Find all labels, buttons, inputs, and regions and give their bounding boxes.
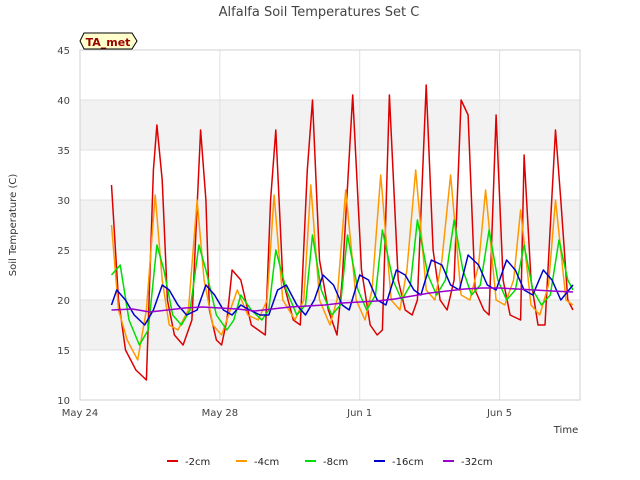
x-tick-label: Jun 5 xyxy=(486,408,512,419)
legend-label: -2cm xyxy=(185,457,210,468)
x-axis-label: Time xyxy=(553,425,578,436)
ta-met-badge: TA_met xyxy=(79,32,138,50)
grid-band xyxy=(80,200,580,250)
chart-title: Alfalfa Soil Temperatures Set C xyxy=(219,5,420,20)
y-tick-label: 40 xyxy=(57,96,70,107)
y-tick-label: 10 xyxy=(57,396,70,407)
y-tick-label: 20 xyxy=(57,296,70,307)
badge-shape xyxy=(79,32,138,50)
legend-label: -32cm xyxy=(461,457,493,468)
legend-label: -8cm xyxy=(323,457,348,468)
x-axis: May 24 May 28 Jun 1 Jun 5 xyxy=(62,408,512,419)
x-tick-label: Jun 1 xyxy=(346,408,372,419)
badge-label: TA_met xyxy=(86,36,131,49)
plot-area xyxy=(80,50,580,400)
series-lines xyxy=(110,84,574,381)
y-tick-label: 45 xyxy=(57,46,70,57)
x-tick-label: May 24 xyxy=(62,408,99,419)
series-line-32cm xyxy=(111,287,574,313)
y-tick-label: 35 xyxy=(57,146,70,157)
y-axis-label: Soil Temperature (C) xyxy=(8,174,19,277)
series-line-2cm xyxy=(110,84,574,381)
y-axis: 10 15 20 25 30 35 40 45 xyxy=(57,46,70,407)
y-tick-label: 25 xyxy=(57,246,70,257)
y-tick-label: 15 xyxy=(57,346,70,357)
series-line-4cm xyxy=(110,169,574,361)
x-tick-label: May 28 xyxy=(202,408,239,419)
legend-label: -4cm xyxy=(254,457,279,468)
y-tick-label: 30 xyxy=(57,196,70,207)
plot-border xyxy=(79,49,581,401)
grid-lines xyxy=(79,49,581,401)
series-line-8cm xyxy=(110,219,574,346)
legend: -2cm -4cm -8cm -16cm -32cm xyxy=(167,457,493,468)
legend-label: -16cm xyxy=(392,457,424,468)
